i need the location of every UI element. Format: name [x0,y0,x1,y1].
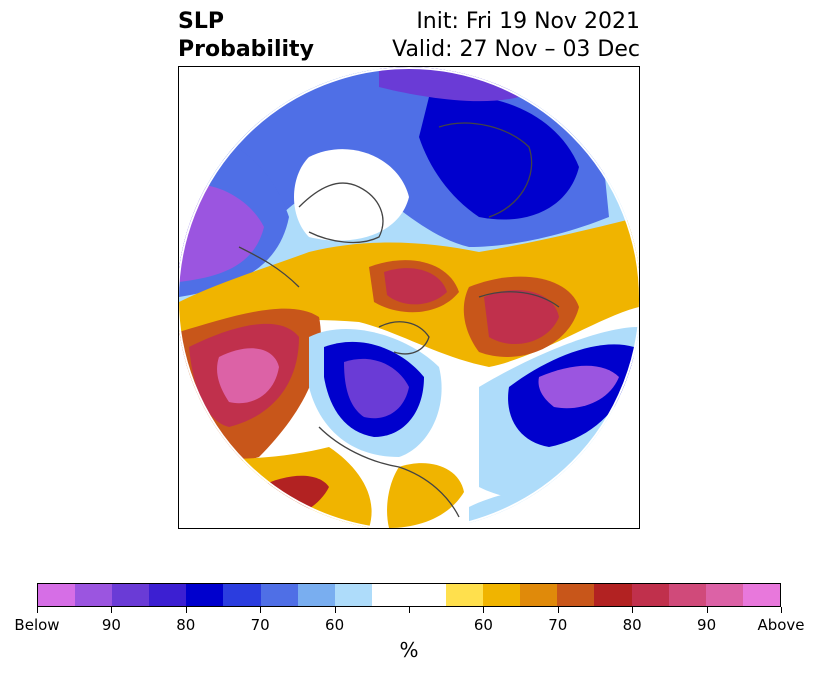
above-core-2 [484,289,559,345]
probability-map [177,66,641,531]
colorbar-tick-label: Below [14,616,60,634]
colorbar-tick [409,607,410,613]
coastlines [238,122,560,518]
below-anomaly-top-3 [419,95,579,220]
above-pacific-3 [217,348,279,404]
colorbar-tick-label: 60 [325,616,345,634]
title-left: SLP Probability [178,8,314,64]
colorbar-segment [186,584,224,606]
below-namerica-3 [344,358,409,419]
colorbar-tick [781,607,782,613]
above-core-1 [384,268,447,305]
colorbar-segment [557,584,595,606]
colorbar-segment [742,584,780,606]
colorbar-tick [37,607,38,613]
colorbar-tick-label: 90 [101,616,121,634]
colorbar-segment [297,584,335,606]
colorbar-segment [631,584,669,606]
colorbar [37,583,781,607]
title-product: Probability [178,37,314,62]
above-southeast [387,463,464,528]
colorbar-tick-label: 80 [176,616,196,634]
colorbar-unit-label: % [399,638,419,662]
colorbar-segment [260,584,298,606]
below-anomaly-pacific-2 [179,184,264,282]
colorbar-tick-label: 70 [250,616,270,634]
colorbar-tick [483,607,485,613]
colorbar-tick-label: 60 [473,616,493,634]
colorbar-segment [223,584,261,606]
colorbar-segment [75,584,113,606]
colorbar-segment [594,584,632,606]
colorbar-tick [185,607,187,613]
colorbar-tick [334,607,336,613]
colorbar-segment [705,584,743,606]
colorbar-segment [38,584,76,606]
colorbar-segment [112,584,150,606]
colorbar-tick-label: Above [757,616,805,634]
colorbar-tick [111,607,113,613]
polar-map-svg [177,67,641,531]
colorbar-segment [483,584,521,606]
colorbar-tick [557,607,559,613]
colorbar-segment [520,584,558,606]
colorbar-tick [706,607,708,613]
title-right: Init: Fri 19 Nov 2021 Valid: 27 Nov – 03… [392,8,640,64]
colorbar-tick-label: 80 [622,616,642,634]
colorbar-segment [149,584,187,606]
below-anomaly-top-4 [379,67,519,102]
colorbar-segment [371,584,409,606]
colorbar-tick-label: 90 [697,616,717,634]
below-atlantic-3 [538,365,619,409]
title-variable: SLP [178,9,224,34]
init-date: Init: Fri 19 Nov 2021 [416,9,640,34]
colorbar-segment [446,584,484,606]
colorbar-segment [668,584,706,606]
colorbar-tick [632,607,634,613]
colorbar-tick [260,607,262,613]
valid-range: Valid: 27 Nov – 03 Dec [392,37,640,62]
neutral-area [294,149,409,241]
colorbar-segment [408,584,447,606]
colorbar-segment [334,584,372,606]
colorbar-tick-label: 70 [548,616,568,634]
